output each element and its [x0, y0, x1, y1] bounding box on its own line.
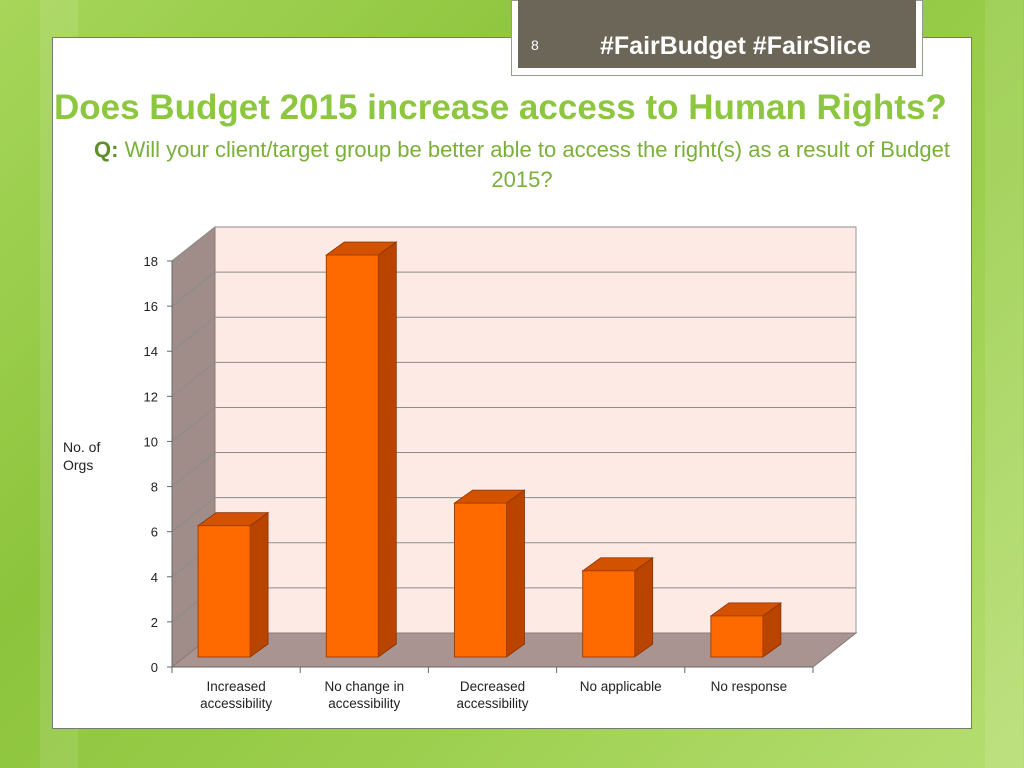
hashtag-text: #FairBudget #FairSlice — [600, 32, 871, 60]
bar-side — [249, 511, 269, 658]
x-category-label: No response — [711, 679, 788, 694]
x-category-label: Increased — [206, 679, 265, 694]
bar — [582, 570, 636, 658]
y-axis-label: No. of Orgs — [63, 439, 101, 473]
y-tick-label: 18 — [144, 254, 158, 269]
gridline — [171, 226, 856, 262]
y-tick-label: 2 — [151, 615, 158, 630]
question-text: Q: Will your client/target group be bett… — [72, 135, 972, 195]
slide-title: Does Budget 2015 increase access to Huma… — [54, 88, 947, 127]
bar — [710, 615, 764, 658]
bar-side — [377, 241, 397, 658]
gridline — [171, 316, 856, 352]
y-tick-label: 10 — [144, 434, 158, 449]
background-stripe — [985, 0, 1023, 768]
y-tick-label: 16 — [144, 299, 158, 314]
gridline — [171, 452, 856, 487]
bar — [325, 254, 379, 658]
y-tick-label: 8 — [151, 480, 158, 495]
gridline — [171, 361, 856, 397]
gridline — [171, 497, 856, 533]
hashtag-box — [518, 0, 916, 68]
plot-back-wall — [214, 226, 857, 634]
x-category-label: No change in — [325, 679, 405, 694]
y-tick-label: 12 — [144, 389, 158, 404]
x-category-label: accessibility — [456, 696, 528, 711]
x-category-label: Decreased — [460, 679, 525, 694]
question-prefix: Q: — [94, 137, 119, 162]
bar — [197, 525, 251, 658]
x-category-label: accessibility — [200, 696, 272, 711]
y-tick-label: 0 — [151, 660, 158, 675]
question-body: Will your client/target group be better … — [124, 137, 950, 192]
gridline — [171, 271, 856, 307]
x-category-label: accessibility — [328, 696, 400, 711]
x-category-label: No applicable — [580, 679, 662, 694]
gridline — [171, 406, 856, 442]
slide-number: 8 — [531, 37, 539, 53]
y-tick-label: 4 — [151, 570, 158, 585]
bar-side — [506, 489, 525, 658]
y-tick-label: 6 — [151, 525, 158, 540]
bar — [454, 502, 507, 658]
bar-side — [634, 556, 654, 658]
y-tick-label: 14 — [144, 344, 158, 359]
